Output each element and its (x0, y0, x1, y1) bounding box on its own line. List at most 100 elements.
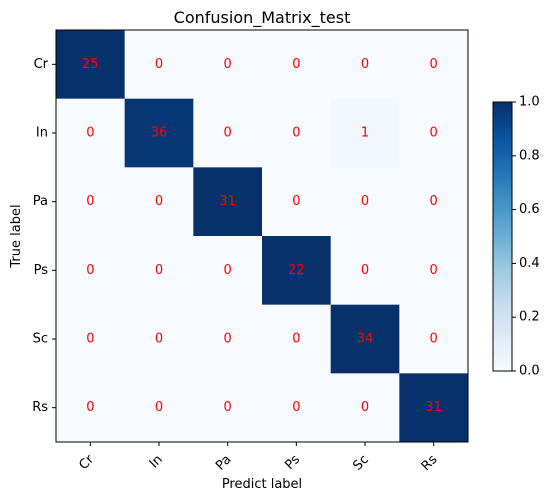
cell-value-label: 0 (224, 126, 232, 141)
y-tick-label-pa: Pa (33, 194, 48, 209)
colorbar-frame (492, 101, 513, 372)
heatmap-cell-rs-ps (262, 373, 332, 443)
cell-value-label: 0 (292, 332, 300, 347)
colorbar-tick-label: 0.8 (519, 148, 540, 163)
heatmap-cell-sc-in (124, 304, 194, 374)
plot-frame (55, 29, 469, 443)
cell-value-label: 0 (155, 263, 163, 278)
heatmap-cells (56, 30, 469, 443)
heatmap-cell-cr-rs (399, 30, 469, 100)
x-tick-label-ps: Ps (282, 452, 303, 473)
cell-value-label: 22 (288, 263, 305, 278)
y-axis-ticks: Cr In Pa Ps Sc Rs (32, 57, 56, 415)
heatmap-cell-in-rs (399, 98, 469, 168)
x-tick-label-cr: Cr (76, 452, 97, 473)
cell-value-label: 0 (155, 57, 163, 72)
cell-value-label: 0 (224, 263, 232, 278)
heatmap-cell-ps-sc (330, 236, 400, 306)
cell-value-label: 0 (155, 332, 163, 347)
heatmap-cell-in-cr (56, 98, 126, 168)
cell-value-label: 0 (292, 126, 300, 141)
cell-value-label: 0 (430, 57, 438, 72)
heatmap-cell-rs-cr (56, 373, 126, 443)
colorbar-ticks: 0.0 0.2 0.4 0.6 0.8 1.0 (512, 95, 540, 379)
y-tick-label-cr: Cr (34, 57, 49, 72)
heatmap-cell-cr-in (124, 30, 194, 100)
cell-value-label: 31 (425, 400, 442, 415)
cell-value-label: 0 (430, 263, 438, 278)
cell-value-label: 0 (361, 263, 369, 278)
x-tick-label-sc: Sc (350, 452, 372, 474)
y-tick-label-in: In (36, 126, 48, 141)
x-axis-ticks: Cr In Pa Ps Sc Rs (76, 442, 441, 474)
heatmap-cell-ps-ps (262, 236, 332, 306)
heatmap-cell-cr-sc (330, 30, 400, 100)
cell-value-label: 0 (361, 400, 369, 415)
x-tick-label-in: In (147, 452, 166, 471)
heatmap-cell-sc-cr (56, 304, 126, 374)
cell-value-label: 0 (430, 126, 438, 141)
cell-value-label: 0 (86, 332, 94, 347)
cell-value-label: 0 (292, 57, 300, 72)
cell-value-label: 36 (151, 126, 168, 141)
cell-value-label: 0 (361, 194, 369, 209)
heatmap-cell-ps-in (124, 236, 194, 306)
cell-value-label: 0 (155, 194, 163, 209)
cell-value-label: 34 (357, 332, 374, 347)
heatmap-cell-in-in (124, 98, 194, 168)
cell-value-label: 0 (224, 57, 232, 72)
cell-annotations: 25 0 0 0 0 0 0 36 0 0 1 0 0 0 31 0 0 0 0 0 0 22 0 0 0 0 0 0 34 0 0 0 0 0 0… (82, 57, 442, 415)
cell-value-label: 0 (86, 194, 94, 209)
colorbar-tick-label: 0.6 (519, 202, 540, 217)
heatmap-cell-pa-sc (330, 167, 400, 237)
heatmap-cell-pa-cr (56, 167, 126, 237)
x-tick-label-pa: Pa (213, 452, 234, 473)
heatmap-cell-pa-pa (193, 167, 263, 237)
heatmap-cell-sc-rs (399, 304, 469, 374)
heatmap-cell-sc-sc (330, 304, 400, 374)
cell-value-label: 31 (219, 194, 236, 209)
colorbar: 0.0 0.2 0.4 0.6 0.8 1.0 (492, 95, 540, 379)
colorbar-tick-label: 0.4 (519, 256, 540, 271)
heatmap-cell-rs-sc (330, 373, 400, 443)
heatmap-cell-pa-rs (399, 167, 469, 237)
heatmap-cell-sc-pa (193, 304, 263, 374)
heatmap-cell-pa-ps (262, 167, 332, 237)
cell-value-label: 0 (292, 400, 300, 415)
colorbar-tick-label: 0.2 (519, 310, 540, 325)
y-tick-label-ps: Ps (34, 263, 49, 278)
cell-value-label: 1 (361, 126, 369, 141)
colorbar-tick-label: 1.0 (519, 95, 540, 110)
heatmap-cell-in-pa (193, 98, 263, 168)
colorbar-tick-label: 0.0 (519, 364, 540, 379)
heatmap-cell-cr-pa (193, 30, 263, 100)
cell-value-label: 0 (430, 332, 438, 347)
x-axis-label: Predict label (222, 477, 302, 492)
cell-value-label: 0 (224, 332, 232, 347)
y-tick-label-sc: Sc (33, 332, 48, 347)
heatmap-cell-rs-rs (399, 373, 469, 443)
heatmap-cell-rs-in (124, 373, 194, 443)
cell-value-label: 0 (292, 194, 300, 209)
cell-value-label: 0 (86, 400, 94, 415)
colorbar-gradient (493, 102, 512, 371)
y-axis-label: True label (9, 204, 24, 268)
heatmap-cell-ps-rs (399, 236, 469, 306)
heatmap-cell-sc-ps (262, 304, 332, 374)
cell-value-label: 0 (155, 400, 163, 415)
heatmap-cell-pa-in (124, 167, 194, 237)
cell-value-label: 0 (86, 126, 94, 141)
chart-title: Confusion_Matrix_test (174, 8, 351, 28)
heatmap-cell-in-sc (330, 98, 400, 168)
heatmap-cell-in-ps (262, 98, 332, 168)
heatmap-cell-cr-cr (56, 30, 126, 100)
heatmap-cell-cr-ps (262, 30, 332, 100)
x-tick-label-rs: Rs (419, 452, 441, 474)
heatmap-cell-rs-pa (193, 373, 263, 443)
cell-value-label: 0 (86, 263, 94, 278)
cell-value-label: 0 (361, 57, 369, 72)
heatmap-cell-ps-pa (193, 236, 263, 306)
cell-value-label: 0 (224, 400, 232, 415)
